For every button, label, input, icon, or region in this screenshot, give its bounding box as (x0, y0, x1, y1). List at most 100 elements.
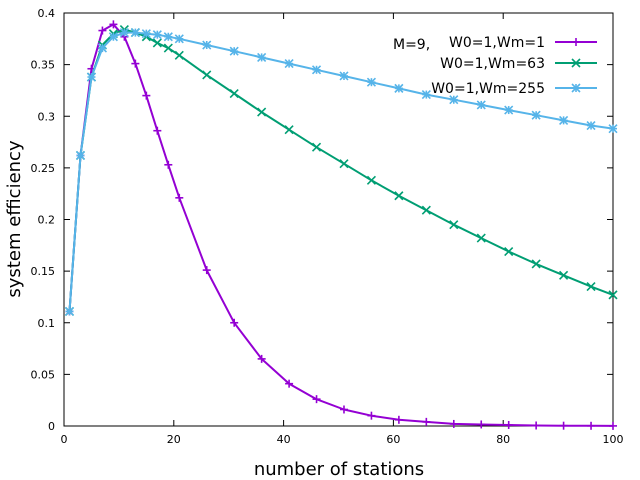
data-point (559, 270, 569, 280)
y-tick-label: 0.35 (31, 59, 56, 72)
data-point (285, 379, 294, 388)
y-tick-label: 0.2 (38, 214, 56, 227)
marker-stroke (366, 175, 377, 185)
legend-marker (572, 38, 580, 46)
marker-stroke (571, 58, 581, 68)
x-axis-title: number of stations (254, 459, 424, 480)
data-point (586, 282, 596, 292)
marker-stroke (504, 246, 514, 257)
data-point (608, 124, 618, 134)
data-point (504, 105, 514, 115)
marker-stroke (366, 77, 377, 87)
data-point (366, 175, 377, 185)
data-point (559, 421, 568, 430)
marker-stroke (119, 28, 129, 38)
marker-stroke (421, 90, 431, 100)
data-point (476, 100, 486, 110)
data-point (230, 318, 239, 327)
data-point (163, 43, 173, 53)
data-point (311, 142, 322, 152)
data-point (163, 32, 173, 42)
data-point (608, 290, 618, 300)
data-point (421, 90, 431, 100)
data-point (142, 91, 151, 100)
marker-stroke (229, 88, 239, 99)
y-tick-label: 0.1 (38, 317, 56, 330)
marker-stroke (339, 71, 349, 81)
data-point (339, 159, 349, 169)
marker-stroke (284, 125, 294, 135)
data-point (152, 38, 162, 48)
data-point (531, 110, 541, 120)
marker-stroke (531, 110, 541, 120)
data-point (64, 306, 75, 316)
marker-stroke (163, 43, 173, 53)
data-point (175, 193, 184, 202)
legend: W0=1,Wm=1 W0=1,Wm=63 W0=1,Wm=255 (431, 35, 597, 97)
marker-stroke (64, 306, 75, 316)
data-point (229, 46, 239, 56)
legend-label: W0=1,Wm=1 (449, 35, 545, 51)
marker-stroke (108, 32, 118, 42)
marker-stroke (311, 142, 322, 152)
marker-stroke (608, 124, 618, 134)
data-point (339, 71, 349, 81)
data-point (339, 405, 348, 414)
y-axis-title: system efficiency (4, 140, 25, 298)
data-point (421, 205, 431, 215)
data-point (587, 421, 596, 430)
data-point (153, 126, 162, 135)
marker-stroke (608, 290, 618, 300)
marker-stroke (202, 70, 212, 80)
marker-stroke (504, 105, 514, 115)
data-point (312, 395, 321, 404)
marker-stroke (202, 40, 212, 50)
data-point (97, 43, 107, 53)
data-point (202, 266, 211, 275)
marker-stroke (86, 72, 97, 82)
marker-stroke (75, 150, 86, 161)
marker-stroke (174, 34, 184, 44)
y-tick-label: 0.25 (31, 162, 56, 175)
marker-stroke (559, 270, 569, 280)
marker-stroke (257, 52, 267, 62)
data-point (86, 72, 97, 82)
data-point (367, 411, 376, 420)
x-tick-label: 0 (61, 433, 68, 446)
data-point (504, 246, 514, 257)
legend-label: W0=1,Wm=255 (431, 81, 545, 97)
marker-stroke (476, 100, 486, 110)
data-point (109, 20, 118, 29)
x-tick-label: 40 (277, 433, 291, 446)
data-point (119, 28, 129, 38)
series-line-3 (68, 31, 614, 312)
data-point (531, 259, 541, 269)
marker-stroke (449, 220, 459, 230)
marker-stroke (229, 46, 239, 56)
y-tick-label: 0.3 (38, 110, 56, 123)
marker-stroke (449, 95, 459, 105)
x-tick-label: 80 (496, 433, 510, 446)
marker-stroke (394, 191, 404, 201)
marker-stroke (394, 83, 404, 93)
data-point (174, 50, 184, 60)
data-point (284, 59, 294, 69)
marker-stroke (476, 233, 486, 243)
data-point (152, 30, 162, 40)
x-tick-label: 60 (386, 433, 400, 446)
y-tick-label: 0.15 (31, 265, 56, 278)
data-point (532, 421, 541, 430)
data-point (559, 115, 569, 125)
legend-label: W0=1,Wm=63 (440, 56, 545, 72)
data-point (449, 95, 459, 105)
data-point (586, 120, 596, 131)
data-point (504, 420, 513, 429)
marker-stroke (257, 107, 267, 117)
y-tick-label: 0.05 (31, 368, 56, 381)
data-point (257, 52, 267, 62)
legend-marker (571, 58, 581, 68)
marker-stroke (339, 159, 349, 169)
data-point (449, 419, 458, 428)
data-point (108, 32, 118, 42)
